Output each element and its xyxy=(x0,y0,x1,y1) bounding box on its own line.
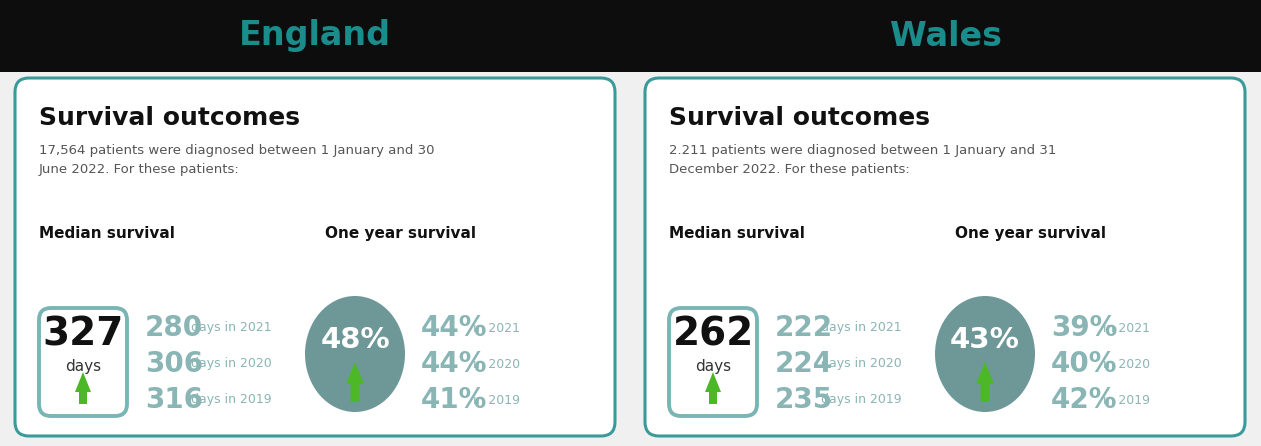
Polygon shape xyxy=(74,372,91,404)
Text: in 2021: in 2021 xyxy=(473,322,520,334)
Text: days: days xyxy=(64,359,101,373)
FancyBboxPatch shape xyxy=(15,78,615,436)
Text: England: England xyxy=(240,20,391,53)
Text: 41%: 41% xyxy=(421,386,487,414)
Text: in 2019: in 2019 xyxy=(473,393,520,406)
Text: 44%: 44% xyxy=(421,350,488,378)
Text: 316: 316 xyxy=(145,386,203,414)
FancyBboxPatch shape xyxy=(670,308,757,416)
Text: in 2020: in 2020 xyxy=(473,358,520,371)
Ellipse shape xyxy=(934,296,1035,412)
Text: in 2020: in 2020 xyxy=(1103,358,1150,371)
Text: Median survival: Median survival xyxy=(670,226,805,241)
Text: 327: 327 xyxy=(43,315,124,353)
Text: 40%: 40% xyxy=(1050,350,1117,378)
Text: days in 2021: days in 2021 xyxy=(821,322,902,334)
Polygon shape xyxy=(346,362,364,402)
Text: 280: 280 xyxy=(145,314,203,342)
Text: 44%: 44% xyxy=(421,314,488,342)
Text: One year survival: One year survival xyxy=(325,226,475,241)
Text: days in 2019: days in 2019 xyxy=(190,393,271,406)
Text: in 2019: in 2019 xyxy=(1103,393,1150,406)
Text: 2.211 patients were diagnosed between 1 January and 31
December 2022. For these : 2.211 patients were diagnosed between 1 … xyxy=(670,144,1057,176)
Ellipse shape xyxy=(305,296,405,412)
Text: in 2021: in 2021 xyxy=(1103,322,1150,334)
FancyBboxPatch shape xyxy=(0,0,1261,72)
Text: days in 2020: days in 2020 xyxy=(821,358,902,371)
Text: Survival outcomes: Survival outcomes xyxy=(670,106,931,130)
Polygon shape xyxy=(976,362,994,402)
Text: 262: 262 xyxy=(672,315,754,353)
Text: days: days xyxy=(695,359,731,373)
Text: days in 2020: days in 2020 xyxy=(190,358,272,371)
Text: Survival outcomes: Survival outcomes xyxy=(39,106,300,130)
Text: 17,564 patients were diagnosed between 1 January and 30
June 2022. For these pat: 17,564 patients were diagnosed between 1… xyxy=(39,144,435,176)
Text: 42%: 42% xyxy=(1050,386,1117,414)
Text: 224: 224 xyxy=(776,350,834,378)
Text: Median survival: Median survival xyxy=(39,226,175,241)
Text: days in 2019: days in 2019 xyxy=(821,393,902,406)
Text: Wales: Wales xyxy=(890,20,1002,53)
Text: 43%: 43% xyxy=(950,326,1020,354)
Text: days in 2021: days in 2021 xyxy=(190,322,271,334)
Text: 48%: 48% xyxy=(320,326,390,354)
Polygon shape xyxy=(705,372,721,404)
Text: One year survival: One year survival xyxy=(955,226,1106,241)
Text: 222: 222 xyxy=(776,314,834,342)
FancyBboxPatch shape xyxy=(39,308,127,416)
Text: 39%: 39% xyxy=(1050,314,1117,342)
Text: 306: 306 xyxy=(145,350,203,378)
FancyBboxPatch shape xyxy=(644,78,1245,436)
Text: 235: 235 xyxy=(776,386,834,414)
